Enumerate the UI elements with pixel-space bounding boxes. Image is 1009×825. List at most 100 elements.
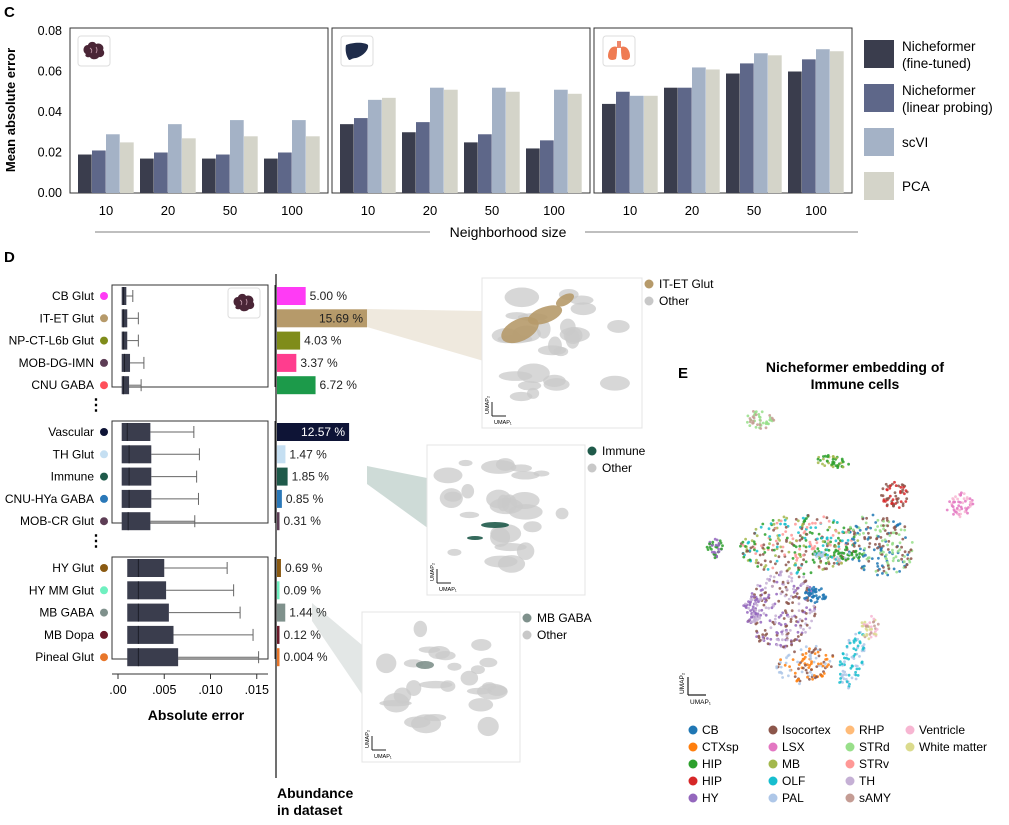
e-cell-point [852, 641, 856, 644]
e-cell-point [809, 657, 813, 661]
e-cell-point [748, 424, 752, 427]
d-inset-connector [367, 466, 427, 528]
e-cell-point [869, 631, 873, 635]
e-cell-point [874, 633, 878, 636]
e-cell-point [808, 611, 812, 615]
e-cell-point [855, 664, 859, 668]
e-cell-point [755, 534, 759, 538]
e-cell-point [771, 620, 775, 624]
e-cell-point [889, 531, 893, 535]
e-cell-point [813, 652, 817, 655]
e-cell-point [963, 510, 967, 514]
e-cell-point [756, 565, 760, 568]
e-cell-point [851, 528, 855, 532]
e-cell-point [966, 511, 969, 515]
e-cell-point [754, 612, 758, 616]
d-row-dot [100, 472, 108, 481]
e-cell-point [869, 536, 872, 539]
c-bar [106, 134, 120, 193]
d-abundance-bar [277, 512, 280, 531]
e-cell-point [822, 551, 826, 555]
e-cell-point [905, 497, 909, 501]
e-cell-point [815, 665, 819, 668]
e-cell-point [840, 551, 844, 555]
e-cell-point [752, 540, 756, 544]
e-cell-point [821, 664, 825, 668]
e-cell-point [779, 661, 782, 664]
d-abundance-bar [277, 445, 286, 464]
d-abundance-label: 15.69 % [319, 311, 363, 325]
e-cell-point [841, 557, 845, 561]
e-cell-point [807, 591, 811, 594]
e-cell-point [768, 535, 772, 538]
e-cell-point [886, 519, 889, 522]
e-cell-point [793, 671, 797, 675]
c-bar [616, 91, 630, 193]
e-cell-point [884, 571, 888, 575]
e-cell-point [846, 539, 850, 542]
e-cell-point [708, 542, 711, 546]
e-cell-point [784, 563, 788, 567]
e-cell-point [830, 555, 834, 559]
e-cell-point [791, 537, 795, 541]
e-cell-point [906, 553, 910, 557]
e-cell-point [886, 543, 889, 547]
e-cell-point [872, 617, 876, 621]
c-bar [802, 59, 816, 193]
d-inset-cluster [489, 498, 523, 515]
e-cell-point [820, 536, 824, 540]
e-cell-point [810, 531, 814, 535]
e-cell-point [708, 546, 712, 549]
e-cell-point [781, 638, 784, 642]
e-cell-point [825, 556, 829, 560]
e-cell-point [962, 492, 966, 495]
e-cell-point [861, 565, 864, 569]
e-cell-point [834, 558, 838, 561]
e-cell-point [794, 615, 798, 619]
e-cell-point [827, 663, 830, 667]
e-cell-point [890, 502, 893, 505]
e-cell-point [794, 545, 798, 549]
e-cell-point [765, 581, 768, 585]
c-legend-label: Nicheformer (linear probing) [902, 83, 993, 115]
e-cell-point [841, 681, 844, 684]
e-legend-label: Isocortex [782, 723, 831, 737]
e-cell-point [885, 503, 889, 507]
e-cell-point [796, 519, 800, 523]
e-legend-label: HY [702, 791, 719, 805]
c-ytick-label: 0.08 [38, 24, 62, 38]
e-cell-point [868, 628, 872, 631]
e-cell-point [880, 564, 884, 568]
e-cell-point [813, 614, 816, 618]
e-cell-point [857, 667, 861, 671]
e-cell-point [749, 609, 752, 612]
e-cell-point [887, 567, 891, 571]
e-cell-point [892, 567, 896, 571]
e-cell-point [802, 572, 806, 576]
e-cell-point [759, 525, 763, 529]
e-cell-point [804, 539, 808, 542]
e-cell-point [780, 630, 783, 634]
d-inset-cluster [458, 459, 473, 467]
e-cell-point [779, 592, 783, 596]
e-cell-point [875, 537, 878, 541]
e-cell-point [804, 560, 808, 564]
e-cell-point [791, 595, 795, 599]
c-xtick-label: 10 [361, 203, 375, 218]
e-cell-point [896, 500, 899, 504]
e-cell-point [760, 608, 764, 612]
e-cell-point [883, 538, 887, 542]
e-cell-point [761, 638, 765, 641]
e-cell-point [903, 492, 906, 496]
e-cell-point [826, 542, 830, 545]
e-cell-point [884, 556, 888, 560]
c-bar [292, 120, 306, 193]
e-cell-point [810, 673, 814, 677]
panel-d-abundance-label: Abundance in dataset [277, 785, 353, 818]
d-row-dot [100, 653, 108, 662]
e-cell-point [717, 550, 720, 554]
e-cell-point [790, 643, 793, 647]
d-row-label: MB Dopa [44, 628, 94, 642]
e-cell-point [854, 549, 858, 553]
e-cell-point [901, 490, 904, 494]
